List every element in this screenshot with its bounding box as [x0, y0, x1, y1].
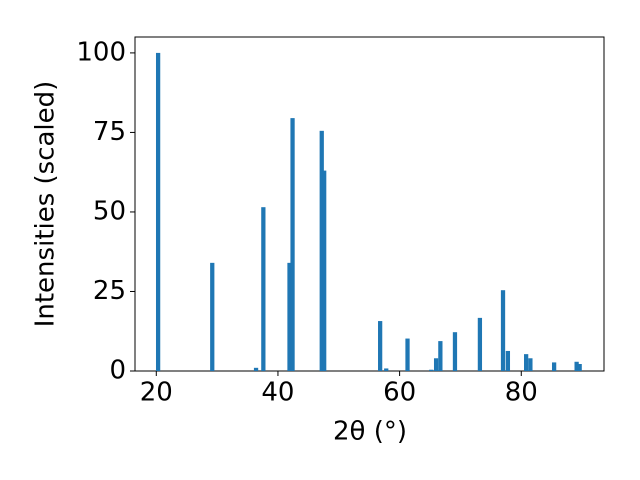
bar	[438, 341, 443, 371]
bar	[405, 338, 410, 371]
bar	[290, 118, 295, 371]
y-tick-label: 100	[76, 37, 126, 67]
x-tick-label: 80	[505, 378, 538, 408]
x-axis-label: 2θ (°)	[333, 417, 407, 447]
bar	[261, 207, 266, 371]
y-tick-label: 50	[93, 196, 126, 226]
bar	[577, 364, 582, 371]
bar	[574, 361, 579, 371]
bar	[433, 358, 439, 371]
bar	[384, 368, 389, 371]
bar	[429, 369, 434, 371]
x-tick-label: 20	[140, 378, 173, 408]
bar	[378, 321, 383, 371]
y-tick-label: 75	[93, 117, 126, 147]
bar	[452, 332, 458, 371]
bar	[287, 262, 292, 371]
y-tick-label: 0	[109, 356, 126, 386]
y-axis-label: Intensities (scaled)	[31, 81, 61, 328]
bar	[210, 262, 215, 371]
bar	[477, 317, 483, 371]
bar	[322, 170, 327, 371]
bar	[253, 367, 259, 371]
x-tick-label: 60	[383, 378, 416, 408]
bar	[505, 350, 511, 371]
bar	[528, 358, 533, 371]
bar	[524, 354, 529, 371]
bar	[319, 130, 324, 371]
bar	[500, 290, 506, 371]
bar	[155, 52, 161, 372]
y-tick-label: 25	[93, 276, 126, 306]
plot-frame	[134, 36, 605, 372]
bar	[551, 362, 557, 371]
x-tick-label: 40	[261, 378, 294, 408]
